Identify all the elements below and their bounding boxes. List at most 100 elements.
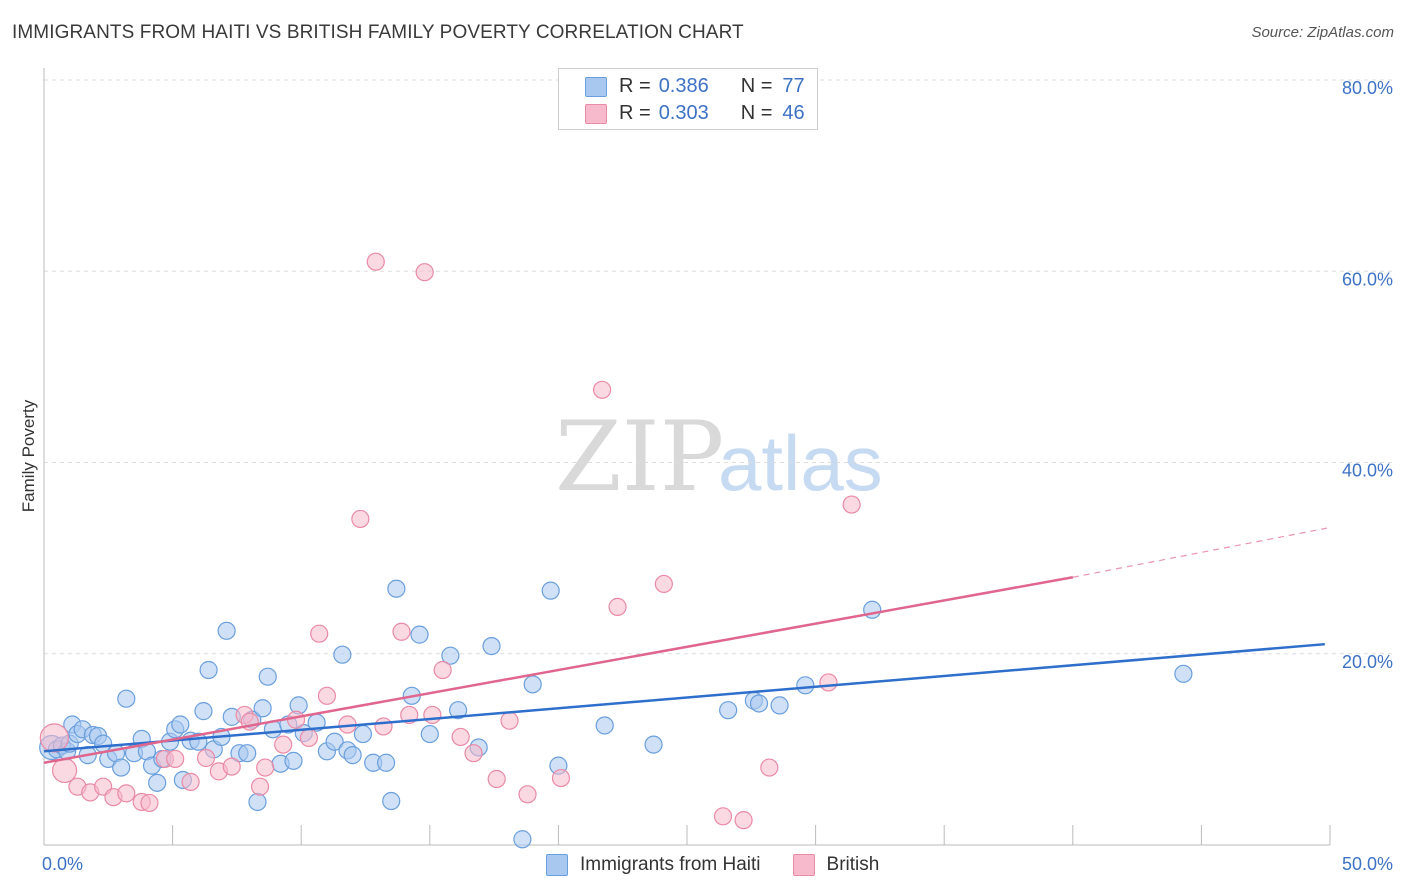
point-british [464, 744, 483, 763]
point-haiti [749, 694, 769, 713]
series-legend-haiti: Immigrants from Haiti [546, 854, 761, 876]
point-british [286, 710, 306, 729]
legend-row-british: R = 0.303 N = 46 [585, 100, 805, 126]
series-legend: Immigrants from Haiti British [546, 852, 911, 878]
legend-n-value: 77 [782, 74, 805, 97]
point-haiti [719, 701, 738, 720]
series-label-british: British [826, 854, 880, 875]
legend-r-value: 0.386 [658, 74, 709, 97]
trendline-british-extension [1072, 526, 1331, 578]
series-swatch-british [792, 854, 815, 876]
point-haiti [770, 696, 789, 715]
y-tick-label: 80.0% [1342, 78, 1393, 98]
point-british [299, 728, 319, 748]
y-tick-label: 20.0% [1342, 652, 1393, 672]
point-british [608, 597, 627, 616]
point-haiti [333, 645, 352, 664]
legend-r-label: R = [619, 101, 651, 124]
point-haiti [387, 579, 406, 598]
point-haiti [382, 791, 401, 811]
point-british [487, 769, 506, 789]
point-haiti [410, 625, 429, 644]
point-haiti [448, 701, 468, 720]
point-haiti [199, 660, 218, 680]
point-haiti [441, 646, 460, 665]
point-haiti [353, 724, 373, 744]
point-british [551, 768, 571, 788]
point-british [392, 622, 411, 641]
point-haiti [796, 676, 815, 695]
series-label-haiti: Immigrants from Haiti [580, 854, 761, 875]
point-british [842, 495, 861, 514]
x-tick-label-min: 0.0% [42, 854, 83, 874]
point-haiti [325, 732, 344, 751]
watermark-zip: ZIP [555, 401, 724, 513]
legend-r-value: 0.303 [658, 101, 709, 124]
point-haiti [248, 792, 267, 812]
point-british [366, 252, 385, 271]
point-haiti [420, 724, 439, 744]
point-haiti [148, 773, 167, 792]
point-haiti [253, 699, 272, 718]
trendline-haiti [43, 642, 1325, 753]
point-british [734, 811, 753, 830]
point-british [250, 777, 270, 796]
point-british [423, 705, 442, 725]
point-haiti [376, 753, 396, 772]
point-british [415, 263, 434, 282]
point-haiti [482, 636, 501, 656]
series-legend-british: British [792, 854, 880, 876]
point-haiti [1174, 664, 1193, 683]
y-axis-label: Family Poverty [19, 399, 38, 512]
stats-legend: R = 0.386 N = 77 R = 0.303 N = 46 [558, 68, 818, 130]
point-british [760, 758, 779, 777]
point-haiti [513, 830, 532, 849]
point-haiti [523, 675, 542, 694]
point-haiti [343, 746, 362, 765]
point-british [274, 735, 293, 754]
point-british [374, 717, 393, 736]
point-british [256, 758, 275, 777]
chart-title: IMMIGRANTS FROM HAITI VS BRITISH FAMILY … [12, 22, 744, 43]
point-haiti [595, 716, 614, 735]
point-british [117, 784, 136, 803]
point-haiti [171, 715, 190, 734]
point-haiti [284, 751, 303, 770]
point-british [39, 723, 69, 753]
x-tick-label-max: 50.0% [1342, 854, 1393, 874]
y-tick-label: 60.0% [1342, 269, 1393, 289]
legend-n-label: N = [740, 74, 773, 97]
point-haiti [112, 758, 131, 777]
legend-swatch-haiti [585, 77, 607, 97]
point-british [593, 380, 612, 399]
point-british [310, 624, 329, 643]
point-british [500, 711, 519, 730]
point-british [351, 509, 370, 529]
point-british [819, 673, 838, 692]
point-british [140, 793, 159, 813]
point-british [196, 748, 216, 768]
point-haiti [117, 689, 136, 708]
point-british [222, 757, 241, 776]
point-british [451, 727, 470, 747]
point-british [518, 785, 537, 804]
point-british [654, 574, 673, 594]
point-haiti [541, 581, 560, 600]
point-haiti [258, 667, 277, 686]
source-label: Source: ZipAtlas.com [1251, 24, 1394, 41]
y-tick-label: 40.0% [1342, 461, 1393, 481]
legend-swatch-british [585, 104, 607, 124]
trendline-british [43, 576, 1074, 764]
point-haiti [194, 702, 213, 721]
legend-r-label: R = [619, 74, 651, 97]
point-british [166, 749, 185, 769]
point-british [713, 807, 733, 826]
legend-n-value: 46 [782, 101, 805, 124]
point-british [181, 772, 200, 791]
legend-row-haiti: R = 0.386 N = 77 [585, 73, 805, 99]
series-swatch-haiti [546, 854, 568, 876]
point-british [433, 660, 452, 680]
point-haiti [238, 744, 257, 763]
point-haiti [217, 621, 236, 640]
